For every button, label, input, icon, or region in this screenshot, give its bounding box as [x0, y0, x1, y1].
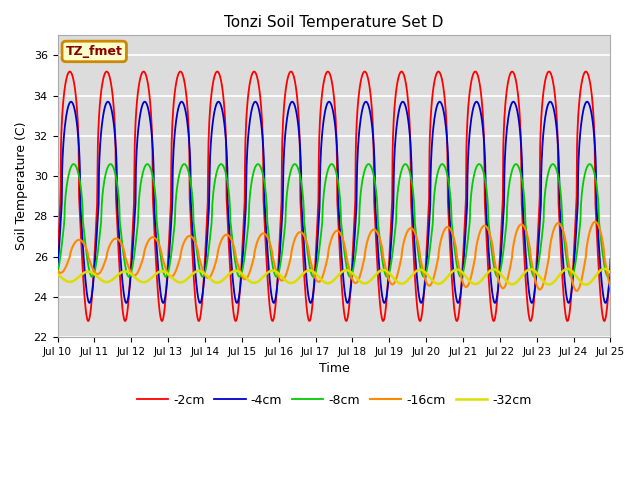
Title: Tonzi Soil Temperature Set D: Tonzi Soil Temperature Set D — [224, 15, 444, 30]
Legend: -2cm, -4cm, -8cm, -16cm, -32cm: -2cm, -4cm, -8cm, -16cm, -32cm — [132, 389, 536, 412]
X-axis label: Time: Time — [319, 362, 349, 375]
Text: TZ_fmet: TZ_fmet — [66, 45, 123, 58]
Y-axis label: Soil Temperature (C): Soil Temperature (C) — [15, 122, 28, 251]
